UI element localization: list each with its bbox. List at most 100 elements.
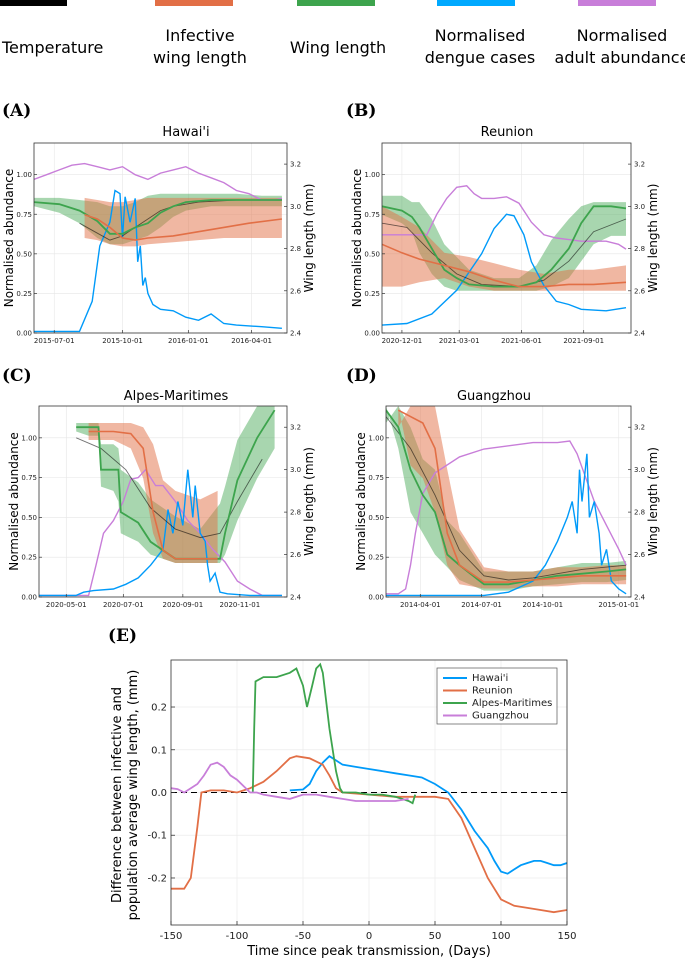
panel-c-temperature-line [76, 437, 263, 539]
panel-a-right-tick-label: 2.6 [290, 287, 302, 295]
panel-c-x-tick-label: 2020-07-01 [103, 601, 144, 609]
panel-e-y-tick-label: -0.1 [147, 831, 167, 842]
panel-c-right-tick-label: 2.6 [290, 551, 302, 559]
panel-a-x-tick-label: 2016-01-01 [168, 337, 209, 345]
panel-b-temperature-line [382, 218, 627, 288]
panel-c-abundance-line [39, 468, 282, 597]
panel-a-left-tick-label: 1.00 [16, 171, 32, 179]
panel-a-wing-line [34, 199, 282, 235]
panel-d-left-tick-label: 0.50 [368, 514, 384, 522]
panel-e-legend-label: Reunion [472, 686, 513, 697]
panel-b-x-tick-label: 2021-06-01 [501, 337, 542, 345]
panel-a-ylabel-right: Wing length (mm) [302, 184, 316, 293]
panel-c-left-tick-label: 0.75 [21, 474, 37, 482]
panel-d-frame [385, 405, 632, 598]
panel-b-label: (B) [346, 101, 376, 121]
panel-e-x-tick-label: 50 [429, 931, 442, 942]
panel-d-infective-line [397, 409, 627, 583]
panel-a-right-tick-label: 2.4 [290, 330, 302, 338]
panel-b-right-tick-label: 2.6 [634, 287, 646, 295]
panel-b-dengue-line [382, 213, 627, 326]
panel-c-infective-band [88, 423, 218, 563]
panel-c-right-tick-label: 2.4 [290, 594, 302, 602]
panel-b-title: Reunion [481, 125, 534, 140]
panel-d-right-tick-label: 2.6 [634, 551, 646, 559]
legend: Temperature Infective wing length Wing l… [0, 0, 685, 67]
panel-e-y-tick-label: 0.0 [151, 788, 167, 799]
panel-c-ylabel-right: Wing length (mm) [302, 447, 316, 556]
panel-e: (E) Time since peak transmission, (Days)… [108, 626, 577, 959]
legend-label-abundance-1: Normalised [577, 26, 668, 45]
panel-e-series-0 [289, 755, 567, 875]
panel-b-abundance-line [382, 185, 627, 250]
panel-d-temperature-line [386, 416, 627, 581]
legend-swatch-dengue [437, 0, 515, 6]
panel-b-infective-line [382, 243, 627, 288]
panel-b-plot [382, 143, 631, 333]
panel-d-ylabel-left: Normalised abundance [354, 432, 368, 571]
panel-c-plot [39, 406, 287, 597]
panel-c-frame [38, 405, 288, 598]
panel-e-legend-label: Alpes-Maritimes [472, 698, 552, 709]
panel-d-infective-band [398, 406, 627, 589]
panel-c: (C) Alpes-Maritimes 0.00 0.25 0.50 0.75 1.00 2.… [2, 366, 316, 609]
panel-e-ylabel-2: population average wing length, (mm) [126, 670, 141, 921]
panel-e-plot [171, 662, 567, 914]
panel-c-x-tick-label: 2020-09-01 [162, 601, 203, 609]
panel-d-x-tick-label: 2014-10-01 [522, 601, 563, 609]
panel-a-temperature-line [79, 199, 282, 241]
panel-d: (D) Guangzhou 0.00 0.25 0.50 0.75 1.00 2.4 2.6 2.… [346, 366, 660, 609]
panel-e-series-3 [171, 761, 409, 802]
panel-a-x-tick-label: 2015-07-01 [34, 337, 75, 345]
panel-a-dengue-line [34, 189, 282, 333]
legend-swatch-abundance [578, 0, 656, 6]
panel-b-right-tick-label: 3.2 [634, 161, 645, 169]
panel-a-label: (A) [2, 101, 31, 121]
panel-b-ylabel-left: Normalised abundance [350, 169, 364, 308]
legend-swatch-infective [155, 0, 233, 6]
panel-d-ylabel-right: Wing length (mm) [646, 447, 660, 556]
panel-c-title: Alpes-Maritimes [124, 389, 229, 404]
panel-d-left-tick-label: 0.25 [368, 554, 384, 562]
legend-label-temperature: Temperature [1, 38, 103, 57]
panel-b-infective-band [382, 206, 626, 291]
panel-d-plot [386, 406, 631, 597]
panel-e-y-tick-label: -0.2 [147, 873, 167, 884]
panel-e-series-1 [171, 755, 567, 914]
panel-b-left-tick-label: 0.50 [364, 250, 380, 258]
panel-b-right-tick-label: 2.4 [634, 330, 646, 338]
legend-swatch-temperature [0, 0, 67, 6]
panel-b-right-tick-label: 3.0 [634, 203, 645, 211]
panel-c-wing-line [76, 409, 276, 560]
panel-c-label: (C) [2, 366, 32, 386]
panel-a-x-tick-label: 2016-04-01 [231, 337, 272, 345]
legend-swatch-wing [297, 0, 375, 6]
panel-e-x-tick-label: 150 [557, 931, 576, 942]
panel-d-x-tick-label: 2015-01-01 [598, 601, 639, 609]
panel-d-abundance-line [386, 440, 627, 595]
panel-a-left-tick-label: 0.25 [16, 290, 32, 298]
panel-e-x-tick-label: -150 [160, 931, 183, 942]
panel-c-left-tick-label: 0.50 [21, 514, 37, 522]
panel-c-ylabel-left: Normalised abundance [7, 432, 21, 571]
panel-a-right-tick-label: 3.0 [290, 203, 301, 211]
panel-b-ylabel-right: Wing length (mm) [646, 184, 660, 293]
panel-b: (B) Reunion 0.00 0.25 0.50 0.75 1.00 2.4 2.6 2.8 3… [346, 101, 660, 345]
panel-d-right-tick-label: 2.8 [634, 509, 645, 517]
panel-b-left-tick-label: 0.25 [364, 290, 380, 298]
panel-a-ylabel-left: Normalised abundance [2, 169, 16, 308]
panel-d-title: Guangzhou [457, 389, 531, 404]
panel-e-x-tick-label: -100 [226, 931, 249, 942]
panel-e-series-2 [251, 662, 417, 805]
panel-e-x-tick-label: -50 [295, 931, 311, 942]
panel-b-left-tick-label: 0.00 [364, 330, 380, 338]
panel-c-x-tick-label: 2020-11-01 [220, 601, 261, 609]
panel-e-x-tick-label: 0 [366, 931, 372, 942]
legend-label-dengue-1: Normalised [435, 26, 526, 45]
panel-b-x-tick-label: 2021-03-01 [439, 337, 480, 345]
panel-a-abundance-line [34, 162, 283, 201]
panel-b-x-tick-label: 2020-12-01 [382, 337, 423, 345]
panel-b-wing-line [382, 205, 627, 288]
